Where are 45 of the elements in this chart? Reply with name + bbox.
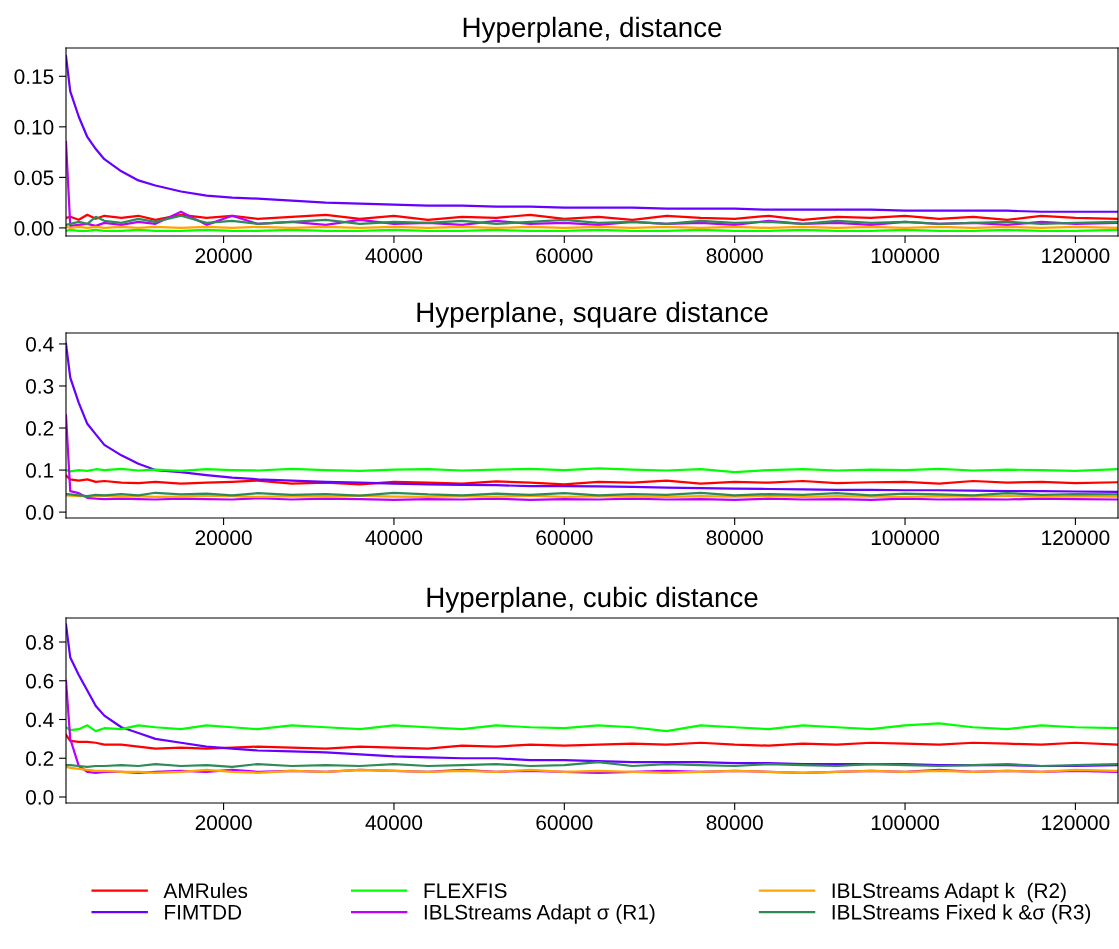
y-tick-label: 0.6 xyxy=(26,673,54,689)
chart-title: Hyperplane, cubic distance xyxy=(427,586,758,613)
x-tick-label: 80000 xyxy=(706,815,763,831)
y-tick-label: 0.2 xyxy=(26,751,54,767)
x-tick-label: 120000 xyxy=(1042,815,1110,831)
line-series xyxy=(66,474,1118,486)
y-tick-label: 0.8 xyxy=(26,635,54,650)
y-tick-label: 0.0 xyxy=(26,790,54,805)
legend-label: IBLStreams Adapt σ (R1) xyxy=(424,904,655,924)
y-tick-label: 0.0 xyxy=(26,505,54,520)
legend-label: AMRules xyxy=(163,882,248,899)
y-tick-label: 0.2 xyxy=(26,421,54,436)
x-tick-label: 100000 xyxy=(871,815,939,831)
legend-label: FIMTDD xyxy=(165,905,242,920)
legend-label: IBLStreams Adapt k (R2) xyxy=(832,882,1066,903)
chart-title: Hyperplane, square distance xyxy=(417,301,768,328)
x-tick-label: 80000 xyxy=(706,530,763,546)
x-tick-label: 120000 xyxy=(1042,248,1110,264)
y-tick-label: 0.1 xyxy=(26,463,54,478)
x-tick-label: 120000 xyxy=(1042,530,1110,546)
x-tick-label: 20000 xyxy=(195,815,252,831)
x-tick-label: 20000 xyxy=(195,248,252,264)
line-series xyxy=(66,214,1118,226)
y-tick-label: 0.3 xyxy=(26,378,54,394)
x-tick-label: 40000 xyxy=(365,815,423,831)
x-tick-label: 40000 xyxy=(365,248,423,264)
x-tick-label: 60000 xyxy=(536,815,593,831)
x-tick-label: 100000 xyxy=(871,248,939,264)
line-series xyxy=(66,722,1118,733)
y-tick-label: 0.10 xyxy=(14,119,54,135)
chart-title: Hyperplane, distance xyxy=(463,16,722,43)
y-tick-label: 0.05 xyxy=(14,170,54,186)
x-tick-label: 60000 xyxy=(536,248,593,264)
x-tick-label: 60000 xyxy=(536,530,593,546)
x-tick-label: 40000 xyxy=(365,530,423,546)
x-tick-label: 80000 xyxy=(706,248,763,264)
y-tick-label: 0.4 xyxy=(26,712,54,728)
legend-label: FLEXFIS xyxy=(424,883,507,899)
legend-label: IBLStreams Fixed k &σ (R3) xyxy=(832,904,1091,924)
y-tick-label: 0.15 xyxy=(14,69,54,85)
line-series xyxy=(66,733,1118,750)
y-tick-label: 0.4 xyxy=(26,336,54,352)
x-tick-label: 100000 xyxy=(871,530,939,546)
x-tick-label: 20000 xyxy=(195,530,252,546)
y-tick-label: 0.00 xyxy=(14,220,54,236)
